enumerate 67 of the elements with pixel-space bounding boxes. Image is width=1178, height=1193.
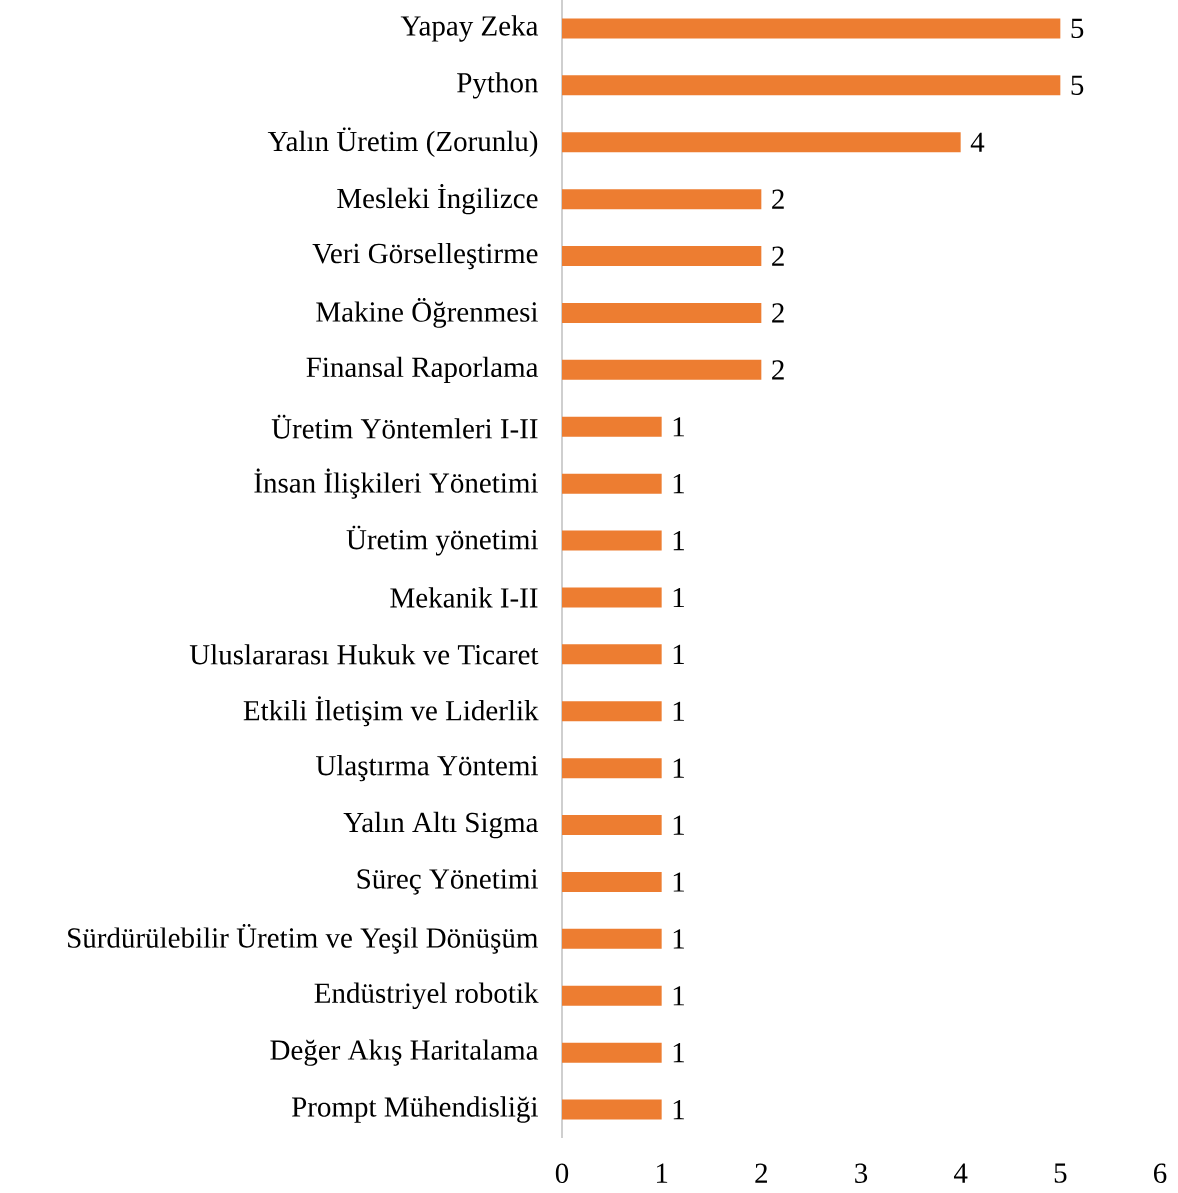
y-tick-label: Ulaştırma Yöntemi [315, 755, 538, 782]
y-tick-label: Süreç Yönetimi [357, 869, 538, 895]
data-label: 2 [772, 303, 784, 323]
bar [562, 701, 662, 722]
y-tick-label: Python [457, 72, 539, 99]
data-label: 1 [673, 530, 684, 551]
y-tick-label: Etkili İletişim ve Liderlik [243, 696, 539, 727]
y-tick-label: Endüstriyel robotik [314, 982, 539, 1009]
data-label: 5 [1071, 18, 1084, 39]
x-tick-label: 3 [855, 1163, 868, 1184]
bar [562, 644, 662, 665]
data-label: 1 [673, 815, 684, 835]
y-tick-label: Yalın Altı Sigma [343, 811, 539, 839]
bar [562, 473, 662, 494]
y-tick-label: Mesleki İngilizce [337, 184, 538, 215]
bar [562, 928, 662, 949]
bar [562, 359, 762, 380]
data-label: 1 [673, 587, 684, 608]
data-label: 1 [673, 1043, 684, 1063]
bar [562, 815, 662, 836]
x-tick-label: 2 [755, 1163, 767, 1183]
bar [562, 246, 762, 267]
y-tick-label: Makine Öğrenmesi [316, 298, 538, 328]
x-tick-label: 0 [555, 1163, 569, 1184]
bar [562, 18, 1061, 39]
bar [562, 530, 662, 551]
y-tick-label: Sürdürülebilir Üretim ve Yeşil Dönüşüm [68, 924, 539, 954]
y-tick-label: Yalın Üretim (Zorunlu) [267, 127, 538, 158]
data-label: 1 [673, 474, 684, 494]
data-label: 2 [772, 246, 784, 266]
data-label: 1 [673, 758, 684, 778]
data-label: 1 [673, 644, 684, 664]
x-tick-label: 4 [953, 1163, 968, 1183]
bar [562, 1042, 662, 1063]
x-tick-label: 1 [656, 1163, 668, 1183]
y-tick-label: Mekanik I-II [390, 587, 538, 608]
data-label: 1 [673, 929, 684, 949]
data-label: 1 [673, 417, 684, 437]
data-label: 4 [970, 132, 985, 152]
y-tick-label: Prompt Mühendisliği [291, 1096, 538, 1123]
bar [562, 75, 1061, 96]
data-label: 1 [673, 872, 684, 892]
y-tick-label: Finansal Raporlama [306, 356, 539, 384]
bar [562, 1099, 662, 1120]
y-tick-label: Üretim Yöntemleri I-II [271, 414, 538, 439]
y-tick-label: Değer Akış Haritalama [270, 1039, 539, 1066]
y-tick-label: Üretim yönetimi [346, 525, 538, 556]
y-tick-label: Yapay Zeka [400, 15, 539, 42]
data-label: 5 [1071, 75, 1084, 95]
data-label: 2 [772, 189, 784, 209]
bar [562, 302, 762, 323]
bar [562, 758, 662, 779]
data-label: 2 [772, 360, 784, 380]
bar [562, 416, 662, 437]
y-tick-label: İnsan İlişkileri Yönetimi [254, 468, 538, 499]
bar [562, 587, 662, 608]
data-label: 1 [673, 1099, 684, 1120]
data-label: 1 [673, 701, 684, 721]
bar [562, 132, 961, 153]
x-tick-label: 5 [1054, 1163, 1067, 1183]
bar [562, 871, 662, 892]
data-label: 1 [673, 986, 684, 1006]
bar [562, 985, 662, 1006]
y-tick-label: Uluslararası Hukuk ve Ticaret [189, 644, 539, 665]
y-tick-label: Veri Görselleştirme [312, 242, 538, 270]
x-tick-label: 6 [1153, 1163, 1167, 1184]
bar [562, 189, 762, 210]
